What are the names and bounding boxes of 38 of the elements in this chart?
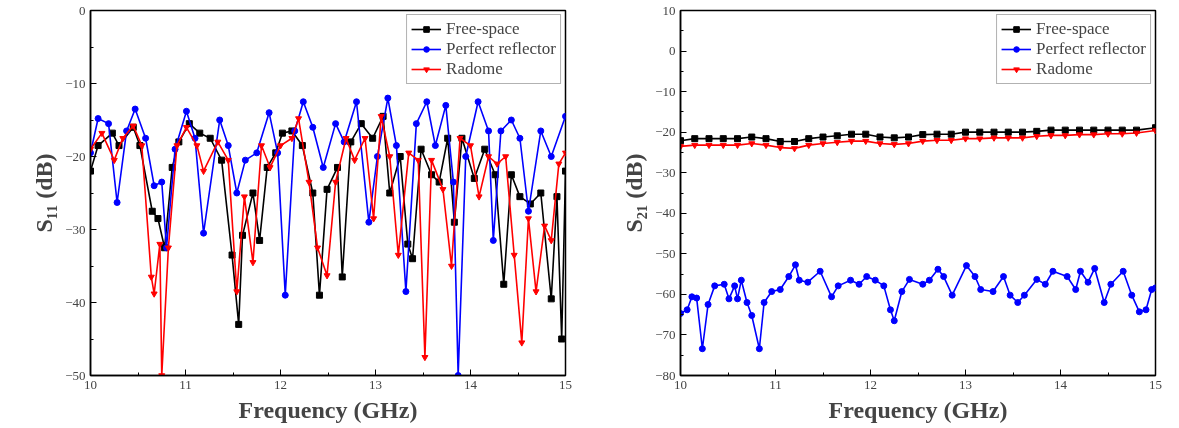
x-tick-label: 11 <box>769 376 782 392</box>
x-tick-label: 14 <box>464 376 478 392</box>
legend-label: Radome <box>446 59 503 79</box>
legend-label: Perfect reflector <box>446 39 556 59</box>
x-tick-label: 14 <box>1054 376 1068 392</box>
x-axis-title: Frequency (GHz) <box>828 396 1008 423</box>
y-tick-label: 10 <box>662 2 676 18</box>
y-tick-label: −40 <box>65 294 86 310</box>
x-tick-label: 10 <box>674 376 687 392</box>
x-tick-label: 13 <box>369 376 382 392</box>
y-tick-label: −20 <box>655 124 676 140</box>
y-axis-title: S₁₁ (dB) <box>31 153 58 233</box>
y-tick-label: 0 <box>669 43 676 59</box>
legend-label: Perfect reflector <box>1036 39 1146 59</box>
x-tick-label: 15 <box>1149 376 1162 392</box>
legend-label: Free-space <box>1036 19 1110 39</box>
x-tick-label: 13 <box>959 376 972 392</box>
y-tick-label: −80 <box>655 367 676 383</box>
y-tick-label: −40 <box>655 205 676 221</box>
y-tick-label: −10 <box>655 83 676 99</box>
y-tick-label: −30 <box>65 221 86 237</box>
x-axis-title: Frequency (GHz) <box>238 396 418 423</box>
x-tick-label: 12 <box>274 376 287 392</box>
x-tick-label: 10 <box>84 376 97 392</box>
y-tick-label: −70 <box>655 326 676 342</box>
legend-label: Radome <box>1036 59 1093 79</box>
y-tick-label: −30 <box>655 164 676 180</box>
y-tick-label: −20 <box>65 148 86 164</box>
y-axis-title: S₂₁ (dB) <box>621 153 648 233</box>
x-tick-label: 11 <box>179 376 192 392</box>
legend-label: Free-space <box>446 19 520 39</box>
y-tick-label: −50 <box>655 245 676 261</box>
x-tick-label: 12 <box>864 376 877 392</box>
y-tick-label: −50 <box>65 367 86 383</box>
y-tick-label: −60 <box>655 286 676 302</box>
x-tick-label: 15 <box>559 376 572 392</box>
y-tick-label: 0 <box>79 2 86 18</box>
y-tick-label: −10 <box>65 75 86 91</box>
